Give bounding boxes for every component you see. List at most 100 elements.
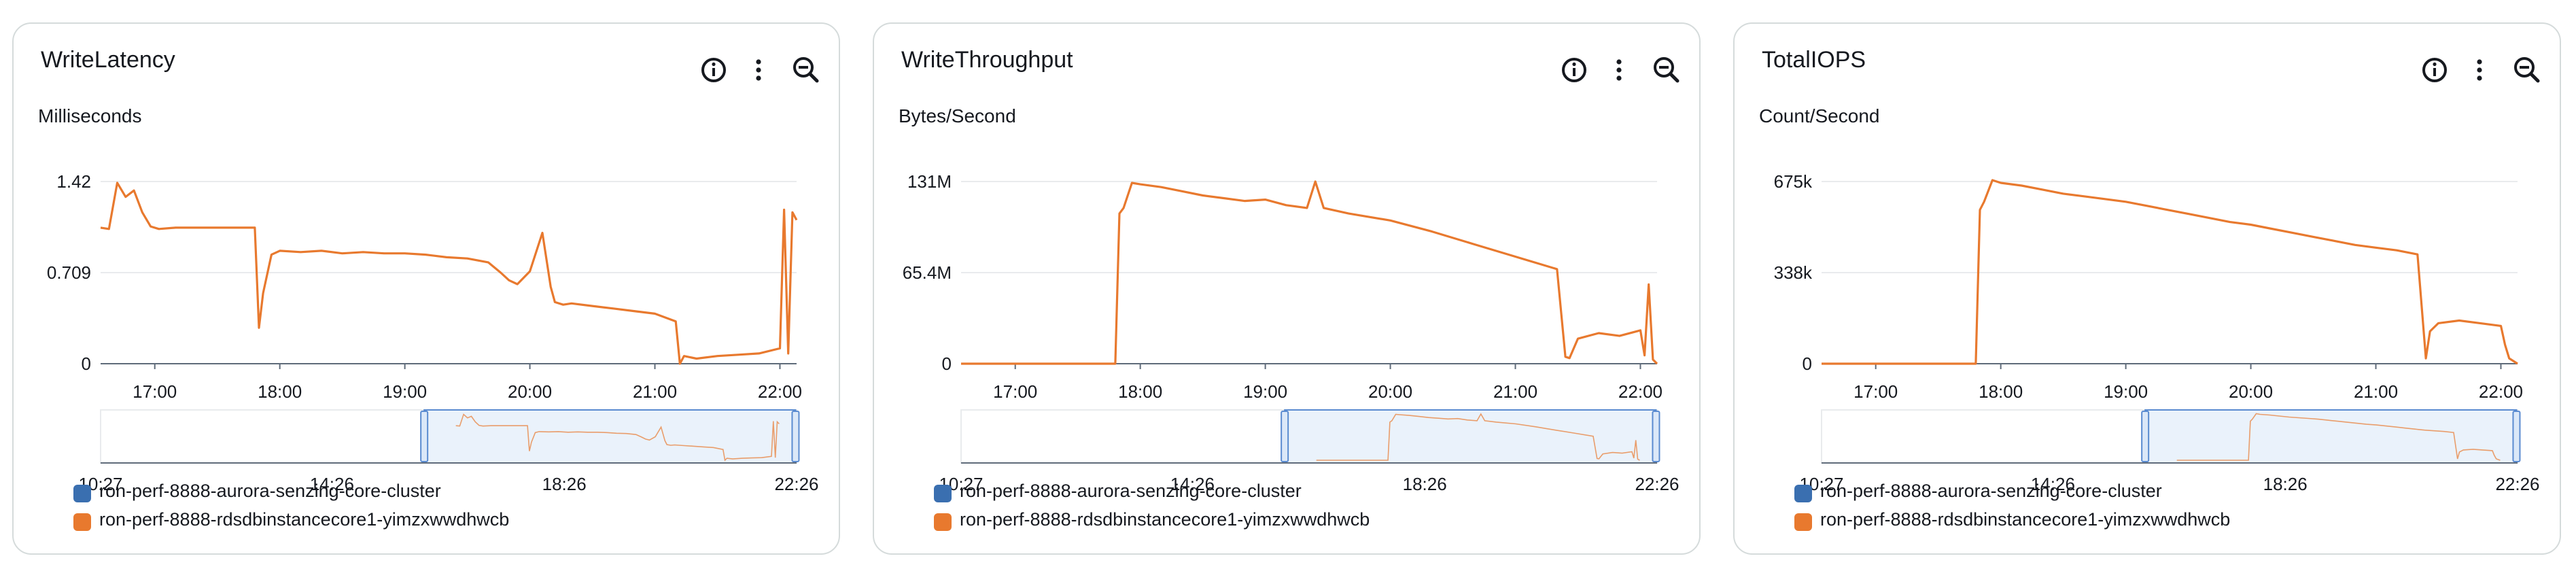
legend-swatch <box>1794 485 1812 502</box>
legend-label: ron-perf-8888-rdsdbinstancecore1-yimzxww… <box>960 509 1370 530</box>
more-vertical-icon[interactable] <box>2459 50 2500 90</box>
zoom-icon-handle <box>808 72 819 83</box>
x-tick-label: 20:00 <box>2229 381 2273 402</box>
y-axis-unit: Bytes/Second <box>899 105 1016 126</box>
icon-glyph <box>756 59 761 81</box>
legend-swatch <box>934 485 952 502</box>
panel-title: WriteLatency <box>41 47 175 73</box>
icon-glyph <box>1654 57 1679 83</box>
info-icon[interactable] <box>1554 50 1595 90</box>
x-tick-label: 21:00 <box>1493 381 1537 402</box>
x-tick-label: 19:00 <box>2104 381 2148 402</box>
y-tick-label: 0 <box>942 354 952 374</box>
brush-handle <box>1281 411 1289 462</box>
panel-title: TotalIOPS <box>1762 47 1866 73</box>
x-tick-label: 18:00 <box>258 381 302 402</box>
y-tick-label: 338k <box>1774 262 1813 283</box>
brush-handle <box>2512 411 2521 462</box>
overview-tick-label: 18:26 <box>1403 474 1447 494</box>
zoom-icon-lens <box>793 57 814 77</box>
brush-handle <box>1652 411 1660 462</box>
info-icon-ring <box>1562 58 1586 82</box>
icon-glyph <box>2422 58 2447 82</box>
legend-swatch <box>1794 513 1812 531</box>
legend-label: ron-perf-8888-aurora-senzing-core-cluste… <box>99 481 441 501</box>
brush-handle <box>420 411 429 462</box>
legend-swatch <box>73 485 91 502</box>
x-tick-label: 22:00 <box>2479 381 2523 402</box>
info-icon-stem <box>1573 68 1576 76</box>
legend-label: ron-perf-8888-aurora-senzing-core-cluste… <box>960 481 1302 501</box>
info-icon-ring <box>701 58 726 82</box>
x-tick-label: 17:00 <box>1853 381 1898 402</box>
icon-glyph <box>1616 59 1622 81</box>
overview-tick-label: 14:26 <box>2031 474 2075 494</box>
info-icon[interactable] <box>693 50 734 90</box>
zoom-out-icon[interactable] <box>786 50 826 90</box>
series-line <box>1822 179 2518 365</box>
y-axis-unit: Count/Second <box>1759 105 1880 126</box>
x-tick-label: 21:00 <box>2354 381 2398 402</box>
metric-panel: WriteLatency Milliseconds 1.42 0.709 0 17:0… <box>12 22 840 555</box>
icon-glyph <box>2477 59 2482 81</box>
series-line <box>961 180 1658 365</box>
y-tick-label: 65.4M <box>903 262 952 283</box>
more-icon-dot <box>2477 75 2482 81</box>
icon-glyph <box>1562 58 1586 82</box>
info-icon-stem <box>2433 68 2436 76</box>
overview-series-line <box>2176 413 2501 461</box>
legend-swatch <box>934 513 952 531</box>
x-tick-label: 19:00 <box>383 381 427 402</box>
y-tick-label: 0 <box>82 354 91 374</box>
icon-glyph <box>793 57 819 83</box>
line-chart[interactable]: 1.42 0.709 0 17:00 18:00 19:00 20:00 21:00 22:00… <box>14 24 841 500</box>
y-tick-label: 1.42 <box>56 171 91 192</box>
more-vertical-icon[interactable] <box>1599 50 1639 90</box>
zoom-icon-handle <box>2529 72 2540 83</box>
series-line <box>100 182 798 365</box>
more-icon-dot <box>1616 75 1622 81</box>
more-icon-dot <box>2477 67 2482 73</box>
x-tick-label: 22:00 <box>1618 381 1663 402</box>
overview-tick-label: 18:26 <box>2263 474 2308 494</box>
overview-tick-label: 22:26 <box>1635 474 1679 494</box>
info-icon-dot <box>1572 62 1576 67</box>
brush-handle <box>791 411 800 462</box>
more-icon-dot <box>1616 59 1622 65</box>
x-tick-label: 20:00 <box>508 381 552 402</box>
x-tick-label: 18:00 <box>1979 381 2023 402</box>
more-vertical-icon[interactable] <box>738 50 779 90</box>
line-chart[interactable]: 675k 338k 0 17:00 18:00 19:00 20:00 21:00 22:00 1… <box>1735 24 2562 500</box>
legend-label: ron-perf-8888-rdsdbinstancecore1-yimzxww… <box>1820 509 2231 530</box>
more-icon-dot <box>756 67 761 73</box>
info-icon[interactable] <box>2414 50 2455 90</box>
overview-brush <box>1284 409 1657 464</box>
zoom-out-icon[interactable] <box>2507 50 2547 90</box>
overview-tick-label: 14:26 <box>310 474 354 494</box>
x-tick-label: 21:00 <box>633 381 677 402</box>
overview-tick-label: 22:26 <box>2495 474 2539 494</box>
more-icon-dot <box>756 59 761 65</box>
line-chart[interactable]: 131M 65.4M 0 17:00 18:00 19:00 20:00 21:00 22:00… <box>874 24 1702 500</box>
info-icon-ring <box>2422 58 2447 82</box>
metric-panel: WriteThroughput Bytes/Second 131M 65.4M 0 1… <box>873 22 1701 555</box>
legend-label: ron-perf-8888-rdsdbinstancecore1-yimzxww… <box>99 509 510 530</box>
info-icon-stem <box>712 68 715 76</box>
overview-brush <box>2144 409 2518 464</box>
icon-glyph <box>701 58 726 82</box>
overview-tick-label: 22:26 <box>774 474 818 494</box>
y-tick-label: 131M <box>907 171 952 192</box>
x-tick-label: 22:00 <box>758 381 802 402</box>
metric-panel: TotalIOPS Count/Second 675k 338k 0 17:00 18:… <box>1733 22 2561 555</box>
zoom-out-icon[interactable] <box>1646 50 1687 90</box>
x-tick-label: 17:00 <box>133 381 177 402</box>
brush-handle <box>2141 411 2150 462</box>
y-tick-label: 675k <box>1774 171 1813 192</box>
more-icon-dot <box>1616 67 1622 73</box>
y-tick-label: 0 <box>1803 354 1812 374</box>
overview-tick-label: 18:26 <box>542 474 587 494</box>
y-tick-label: 0.709 <box>47 262 91 283</box>
x-tick-label: 18:00 <box>1118 381 1162 402</box>
icon-glyph <box>2514 57 2540 83</box>
x-tick-label: 20:00 <box>1368 381 1412 402</box>
